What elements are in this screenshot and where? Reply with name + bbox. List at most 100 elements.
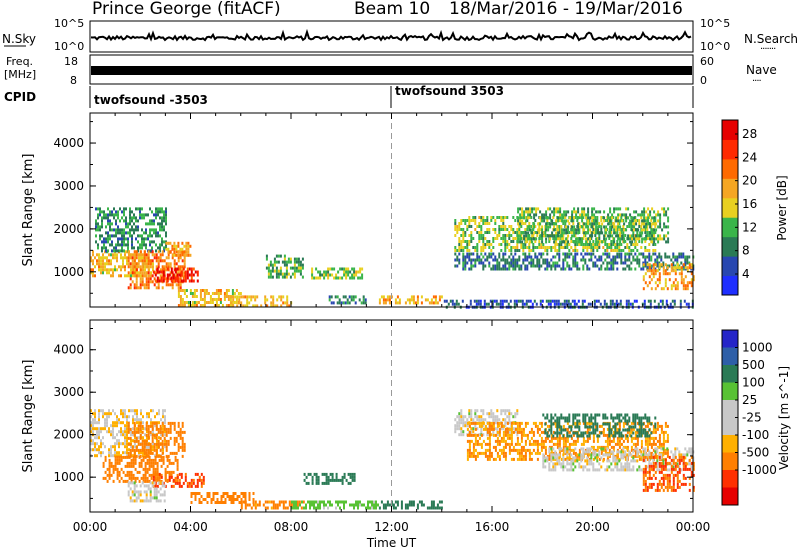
data-cell <box>285 269 288 273</box>
data-cell <box>140 451 142 455</box>
data-cell <box>629 213 632 217</box>
data-cell <box>458 243 461 246</box>
data-cell <box>464 219 467 222</box>
data-cell <box>156 478 159 482</box>
data-cell <box>510 246 513 249</box>
data-cell <box>556 261 559 265</box>
data-cell <box>90 436 92 440</box>
data-cell <box>554 228 557 231</box>
data-cell <box>531 231 534 235</box>
data-cell <box>596 439 599 443</box>
data-cell <box>126 259 128 263</box>
data-cell <box>530 255 533 259</box>
data-cell <box>630 252 633 256</box>
data-cell <box>165 219 167 223</box>
data-cell <box>321 472 324 476</box>
data-cell <box>164 409 166 413</box>
data-cell <box>540 421 543 425</box>
data-cell <box>651 228 654 232</box>
data-cell <box>562 448 565 452</box>
data-cell <box>522 261 525 265</box>
data-cell <box>186 484 189 488</box>
data-cell <box>152 270 155 274</box>
data-cell <box>176 473 179 477</box>
data-cell <box>112 424 114 428</box>
data-cell <box>104 476 107 480</box>
data-cell <box>114 461 117 465</box>
data-cell <box>609 207 612 211</box>
data-cell <box>122 479 125 483</box>
data-cell <box>149 451 152 455</box>
data-cell <box>127 430 130 434</box>
data-cell <box>520 445 523 449</box>
data-cell <box>640 267 643 271</box>
data-cell <box>110 464 113 468</box>
data-cell <box>587 210 590 214</box>
data-cell <box>544 258 547 262</box>
data-cell <box>94 427 96 431</box>
data-cell <box>672 284 675 288</box>
data-cell <box>110 430 112 434</box>
data-cell <box>612 258 615 262</box>
data-cell <box>189 289 192 292</box>
data-cell <box>176 276 179 280</box>
data-cell <box>131 262 134 266</box>
data-cell <box>534 421 537 425</box>
data-cell <box>667 207 670 211</box>
data-cell <box>358 298 361 302</box>
data-cell <box>371 503 373 507</box>
data-cell <box>541 234 544 238</box>
data-cell <box>596 222 599 225</box>
data-cell <box>562 267 565 271</box>
data-cell <box>426 506 429 510</box>
data-cell <box>629 222 632 226</box>
data-cell <box>250 298 253 302</box>
data-cell <box>162 412 164 416</box>
data-cell <box>90 268 92 272</box>
data-cell <box>125 225 127 229</box>
data-cell <box>177 424 180 428</box>
data-cell <box>113 249 115 253</box>
data-cell <box>592 240 595 243</box>
data-cell <box>629 219 632 223</box>
data-cell <box>603 234 606 238</box>
data-cell <box>174 270 177 274</box>
data-cell <box>269 269 272 273</box>
data-cell <box>586 436 589 440</box>
data-cell <box>545 237 548 241</box>
data-cell <box>572 258 575 262</box>
data-cell <box>453 302 456 306</box>
data-region <box>127 421 186 458</box>
data-cell <box>359 503 361 507</box>
data-cell <box>102 409 104 413</box>
data-cell <box>472 451 475 455</box>
data-cell <box>533 299 536 303</box>
data-cell <box>589 237 592 241</box>
data-cell <box>104 470 107 474</box>
data-cell <box>612 249 615 252</box>
data-cell <box>100 265 102 269</box>
data-cell <box>622 225 625 228</box>
data-cell <box>122 451 124 455</box>
data-cell <box>109 234 111 238</box>
data-cell <box>404 503 407 507</box>
data-cell <box>464 234 467 237</box>
data-cell <box>183 304 186 307</box>
data-cell <box>476 409 479 413</box>
data-cell <box>619 231 622 235</box>
data-cell <box>353 276 356 280</box>
data-cell <box>151 481 154 485</box>
data-cell <box>595 237 598 241</box>
data-cell <box>661 299 664 303</box>
data-cell <box>412 500 415 504</box>
data-cell <box>622 219 625 222</box>
data-cell <box>132 439 134 443</box>
data-region <box>90 250 154 278</box>
data-cell <box>95 219 97 223</box>
data-cell <box>666 266 669 270</box>
data-cell <box>572 433 575 437</box>
data-cell <box>143 243 145 247</box>
data-cell <box>586 439 589 443</box>
data-cell <box>472 433 475 437</box>
data-cell <box>126 479 129 483</box>
